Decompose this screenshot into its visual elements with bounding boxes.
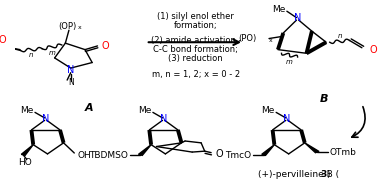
Text: x: x <box>78 25 82 30</box>
Text: m, n = 1, 2; x = 0 - 2: m, n = 1, 2; x = 0 - 2 <box>152 70 240 79</box>
Text: (1) silyl enol ether: (1) silyl enol ether <box>157 12 234 21</box>
Text: m: m <box>286 59 293 65</box>
Text: O: O <box>369 45 376 55</box>
Text: n: n <box>29 52 34 58</box>
Text: (OP): (OP) <box>58 22 76 31</box>
Text: (+)-pervilleine B (: (+)-pervilleine B ( <box>258 170 339 179</box>
Text: N: N <box>160 114 167 124</box>
Text: n: n <box>337 33 342 39</box>
Text: (2) amide activation -: (2) amide activation - <box>150 36 241 45</box>
Text: O: O <box>102 41 109 51</box>
Text: N: N <box>68 78 74 87</box>
Text: C-C bond formation;: C-C bond formation; <box>153 45 238 54</box>
Text: OTmb: OTmb <box>329 148 356 158</box>
Text: OH: OH <box>77 151 91 160</box>
Text: (3) reduction: (3) reduction <box>169 54 223 63</box>
Text: A: A <box>84 103 93 113</box>
Text: formation;: formation; <box>174 21 218 30</box>
Text: N: N <box>294 13 301 23</box>
Text: m: m <box>48 50 56 56</box>
Text: ): ) <box>326 170 330 179</box>
Text: Me: Me <box>138 106 152 115</box>
Text: O: O <box>0 35 6 45</box>
Polygon shape <box>305 143 319 153</box>
Text: N: N <box>283 114 291 124</box>
Text: TBDMSO: TBDMSO <box>89 151 128 160</box>
Text: B: B <box>320 94 328 104</box>
Text: 3: 3 <box>321 170 327 179</box>
Text: (PO): (PO) <box>238 34 257 43</box>
Text: x: x <box>269 38 273 43</box>
Polygon shape <box>138 145 151 155</box>
Text: Me: Me <box>20 106 34 115</box>
Polygon shape <box>262 145 274 155</box>
Text: N: N <box>42 114 50 124</box>
Text: HO: HO <box>19 158 32 167</box>
Text: Me: Me <box>261 106 275 115</box>
Text: N: N <box>67 65 74 75</box>
Text: O: O <box>215 149 223 159</box>
Text: Me: Me <box>272 4 285 14</box>
Polygon shape <box>21 145 33 155</box>
Text: TmcO: TmcO <box>225 151 251 160</box>
